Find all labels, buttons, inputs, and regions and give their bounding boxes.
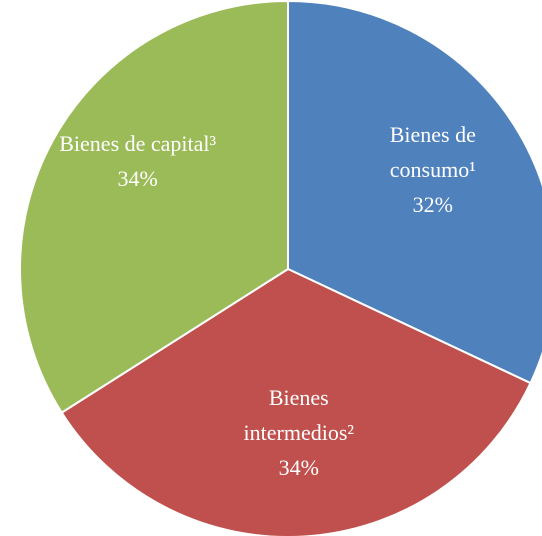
slice-label: Bienes intermedios² 34%	[219, 380, 379, 485]
pie-slice	[287, 0, 542, 385]
pie-slice	[60, 267, 532, 536]
label-box: Bienes de consumo¹ 32%	[353, 117, 513, 222]
value-label: 34%	[278, 455, 319, 481]
category-label: Bienes de consumo¹	[389, 122, 476, 183]
label-box: Bienes de capital³ 34%	[58, 126, 218, 196]
category-label: Bienes intermedios²	[243, 385, 354, 446]
slice-label: Bienes de capital³ 34%	[58, 126, 218, 196]
pie-slice	[19, 0, 289, 414]
label-box: Bienes intermedios² 34%	[219, 380, 379, 485]
value-label: 32%	[412, 192, 453, 218]
category-label: Bienes de capital³	[59, 131, 217, 157]
value-label: 34%	[117, 166, 158, 192]
slice-label: Bienes de consumo¹ 32%	[353, 117, 513, 222]
